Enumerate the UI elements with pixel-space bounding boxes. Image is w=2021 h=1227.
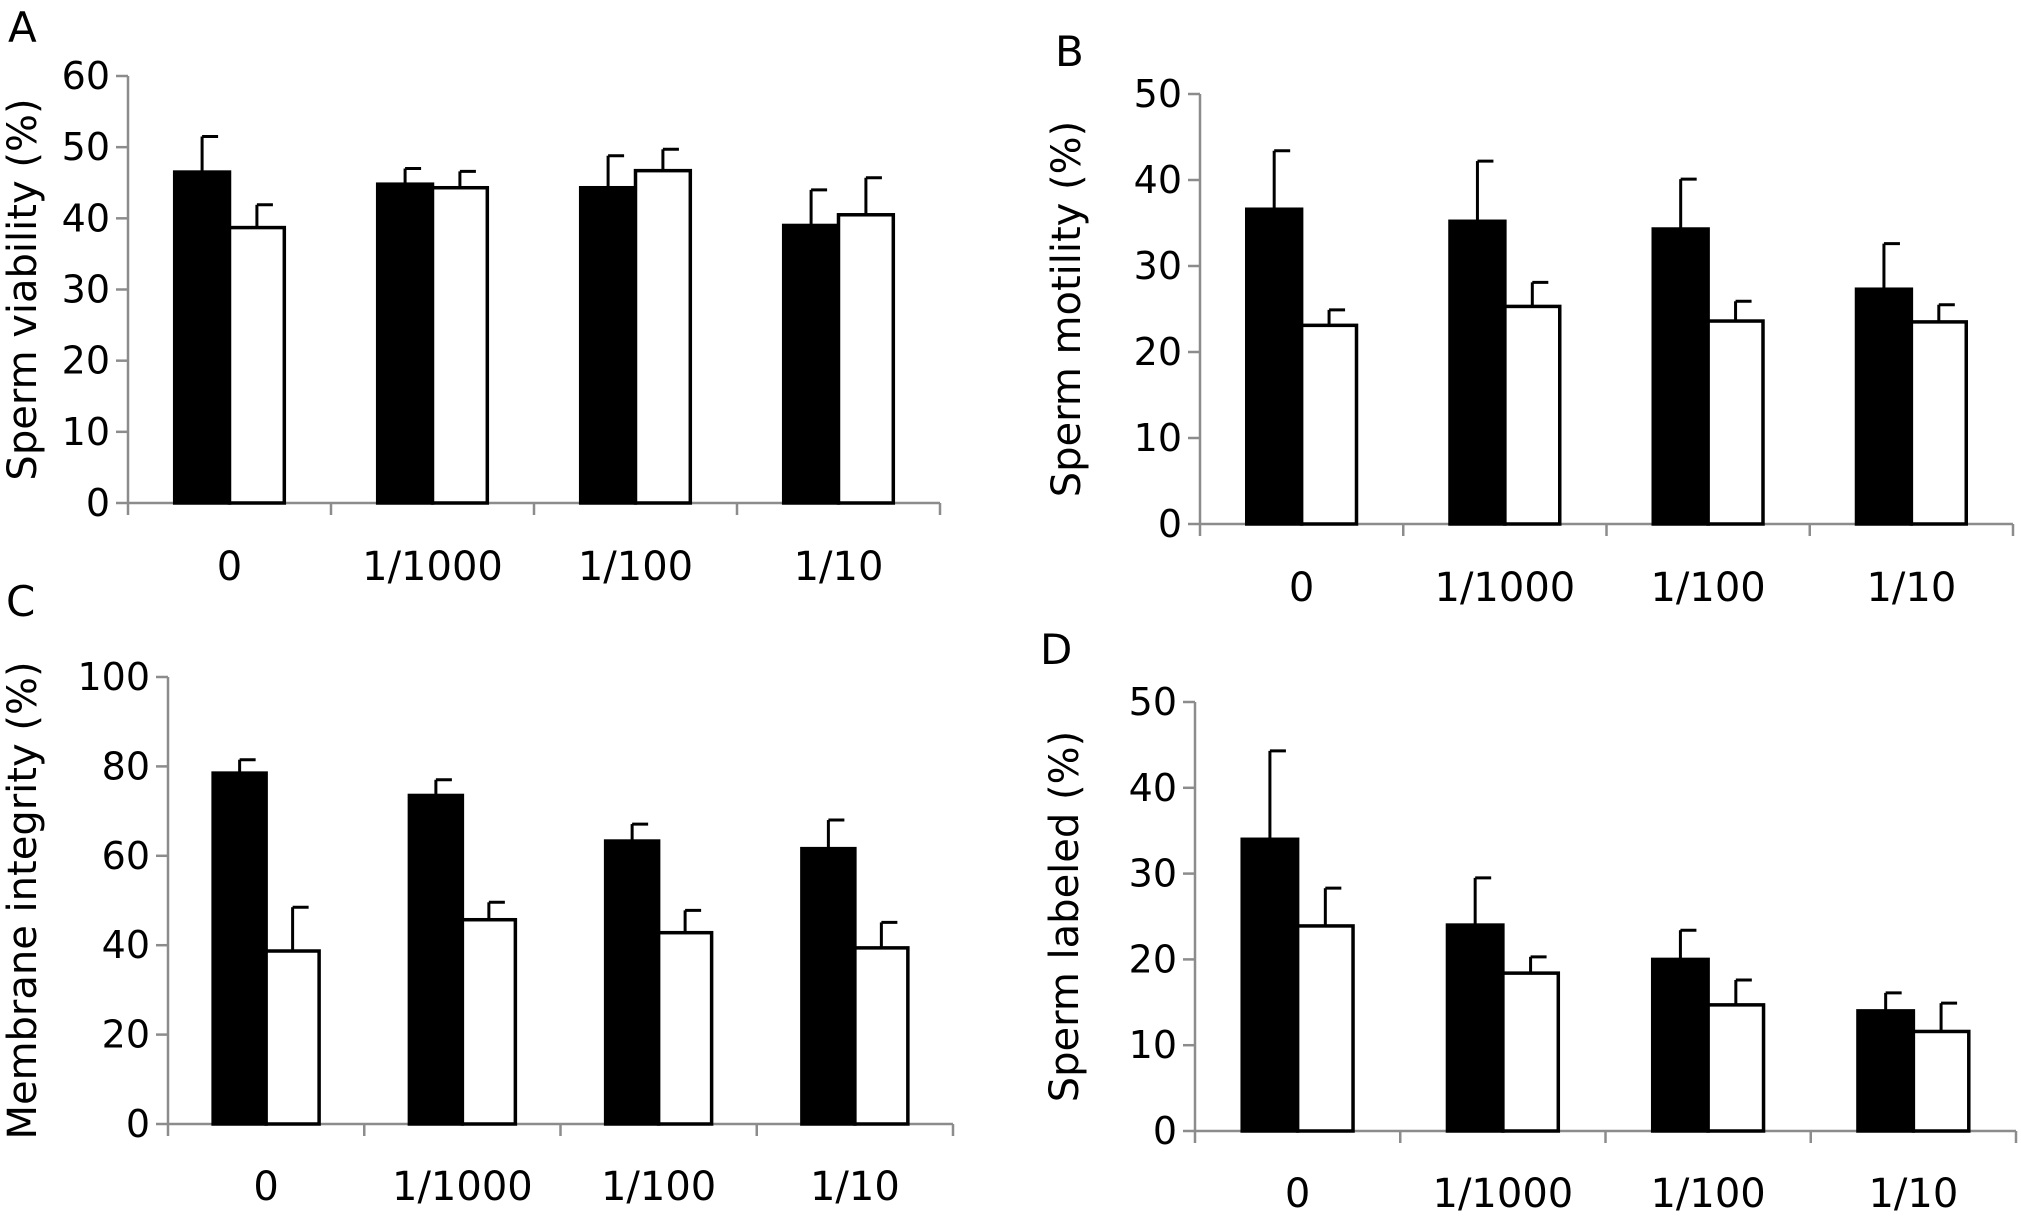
x-category-label: 0	[1289, 565, 1314, 611]
y-tick-label: 40	[102, 923, 150, 967]
bar-black	[603, 839, 661, 1126]
panel-a: A Sperm viability (%) 0 10 20 30 40 50 60 0 1/1000…	[0, 3, 942, 590]
bar-black	[172, 170, 232, 505]
bar-white	[227, 225, 287, 505]
y-axis-title: Membrane integrity (%)	[0, 661, 46, 1139]
bar-black	[578, 185, 638, 505]
y-tick-label: 40	[1129, 766, 1177, 810]
y-tick-label: 60	[62, 54, 110, 98]
bar-black	[407, 793, 465, 1126]
bar-black	[1445, 923, 1505, 1133]
x-category-label: 1/1000	[1433, 1171, 1574, 1217]
bar-black	[211, 771, 268, 1126]
y-tick-label: 30	[1134, 244, 1182, 288]
y-tick-label: 0	[1153, 1109, 1177, 1153]
bar-white	[460, 917, 518, 1126]
panel-d: D Sperm labeled (%) 0 10 20 30 40 50 0 1/1000 1/10…	[1040, 625, 2018, 1217]
bar-black	[1651, 227, 1710, 526]
x-category-label: 1/100	[578, 544, 693, 590]
x-category-label: 1/10	[794, 544, 884, 590]
bar-black	[1448, 219, 1507, 526]
y-tick-label: 40	[62, 196, 110, 240]
bar-white	[1706, 319, 1765, 526]
y-tick-label: 20	[1129, 937, 1177, 981]
y-axis-title: Sperm viability (%)	[0, 98, 46, 480]
x-category-label: 1/10	[1866, 565, 1956, 611]
bar-black	[800, 846, 857, 1126]
bar-black	[375, 182, 435, 505]
x-category-label: 0	[217, 544, 242, 590]
y-tick-label: 30	[62, 268, 110, 312]
y-tick-label: 20	[62, 339, 110, 383]
bar-black	[1240, 837, 1300, 1133]
bar-white	[1911, 1029, 1971, 1133]
x-category-label: 1/100	[1650, 1171, 1765, 1217]
x-category-label: 1/10	[810, 1164, 900, 1210]
x-category-label: 1/1000	[392, 1164, 533, 1210]
bar-black	[1244, 207, 1304, 526]
panel-letter: A	[8, 3, 37, 52]
bar-black	[1856, 1009, 1916, 1133]
y-tick-label: 0	[126, 1102, 150, 1146]
y-tick-label: 20	[1134, 330, 1182, 374]
x-category-label: 0	[1285, 1171, 1310, 1217]
x-category-label: 1/10	[1868, 1171, 1958, 1217]
bar-white	[656, 930, 714, 1126]
y-tick-label: 100	[77, 655, 150, 699]
bar-white	[1909, 320, 1969, 526]
y-tick-label: 20	[102, 1013, 150, 1057]
y-tick-label: 50	[1134, 72, 1182, 116]
bar-white	[1295, 924, 1355, 1133]
y-tick-label: 30	[1129, 852, 1177, 896]
y-axis-title: Sperm motility (%)	[1044, 121, 1090, 498]
bar-white	[853, 946, 910, 1126]
x-category-label: 1/1000	[362, 544, 503, 590]
y-axis-title: Sperm labeled (%)	[1042, 731, 1088, 1102]
bar-black	[1854, 287, 1914, 526]
bar-white	[1501, 971, 1561, 1133]
bar-white	[264, 949, 321, 1126]
y-tick-label: 0	[1158, 502, 1182, 546]
y-tick-label: 40	[1134, 158, 1182, 202]
y-tick-label: 80	[102, 744, 150, 788]
x-category-label: 1/100	[1650, 565, 1765, 611]
panel-letter: C	[6, 577, 35, 626]
panel-c: C Membrane integrity (%) 0 20 40 60 80 100 0 1/10…	[0, 577, 955, 1210]
bar-white	[633, 168, 693, 505]
x-category-label: 1/1000	[1435, 565, 1576, 611]
bar-black	[1650, 957, 1710, 1133]
panel-b: B Sperm motility (%) 0 10 20 30 40 50 0 1/1000 1/1…	[1044, 27, 2015, 611]
bar-black	[781, 223, 841, 505]
bar-white	[1299, 323, 1359, 526]
bar-white	[430, 185, 490, 505]
y-tick-label: 10	[62, 410, 110, 454]
bar-white	[1706, 1003, 1766, 1133]
x-category-label: 1/100	[601, 1164, 716, 1210]
y-tick-label: 10	[1129, 1023, 1177, 1067]
bar-white	[836, 213, 896, 505]
y-tick-label: 10	[1134, 416, 1182, 460]
panel-letter: B	[1055, 27, 1084, 76]
bar-white	[1503, 304, 1562, 526]
y-tick-label: 0	[86, 481, 110, 525]
y-tick-label: 50	[1129, 680, 1177, 724]
y-tick-label: 50	[62, 125, 110, 169]
x-category-label: 0	[253, 1164, 278, 1210]
y-tick-label: 60	[102, 834, 150, 878]
panel-letter: D	[1040, 625, 1072, 674]
